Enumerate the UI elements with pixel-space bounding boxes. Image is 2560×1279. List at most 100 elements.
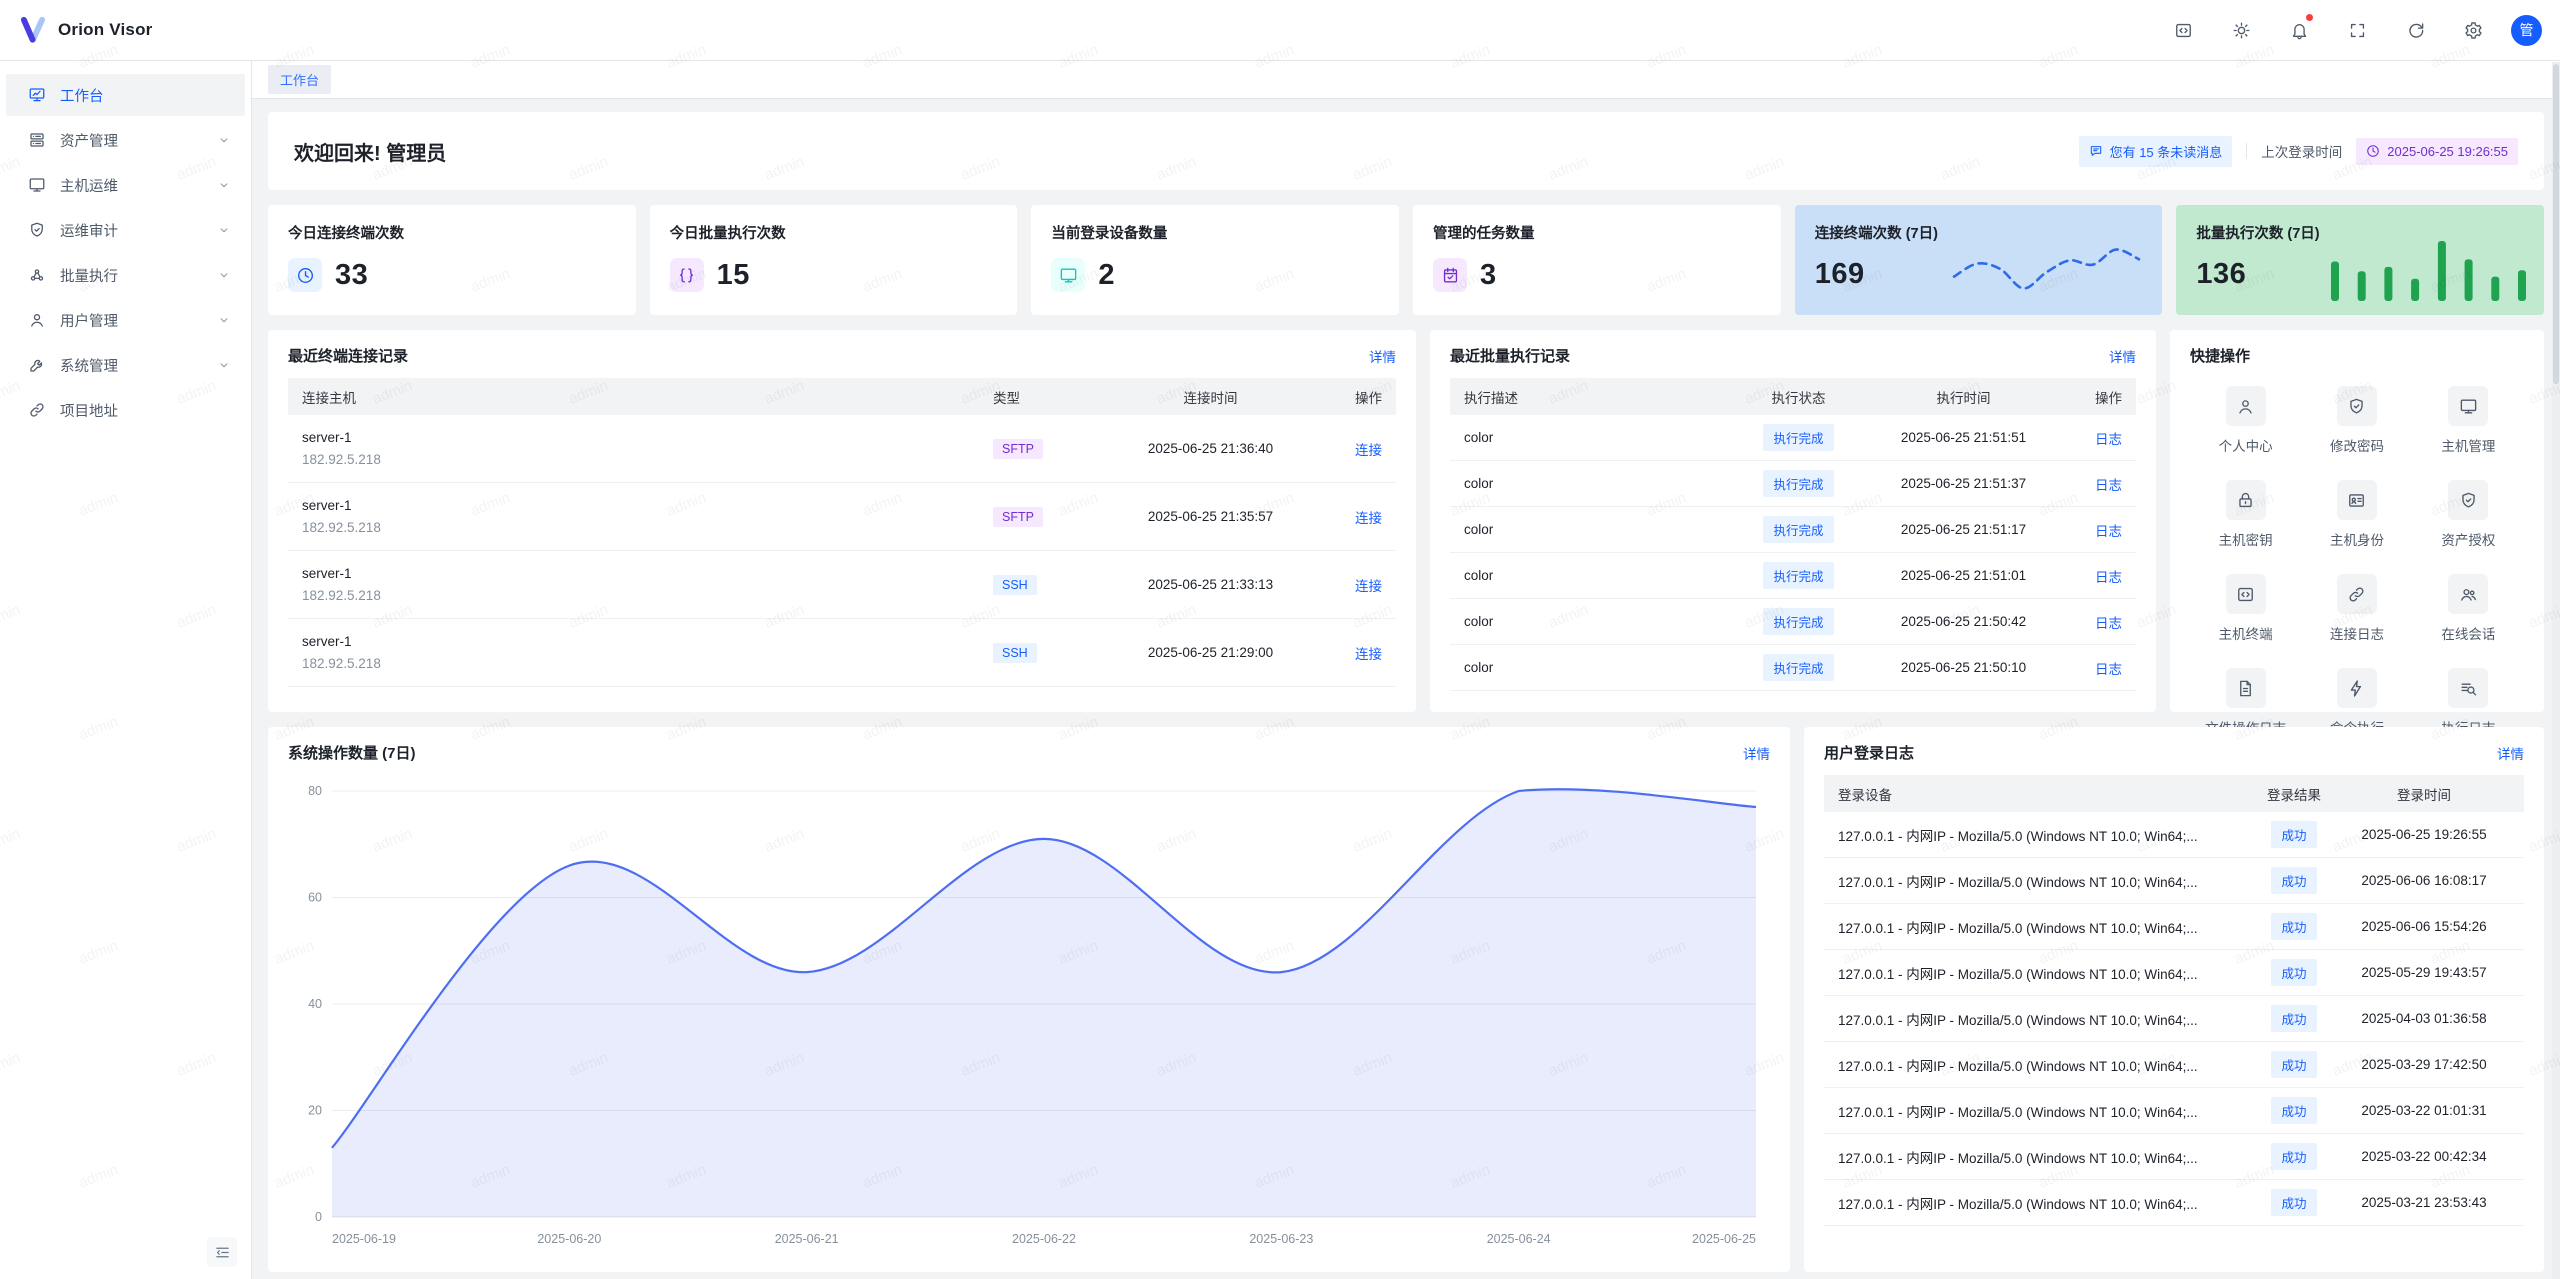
sidebar-item-工作台[interactable]: 工作台 bbox=[6, 74, 245, 116]
stat-card-连接终端次数 (7日): 连接终端次数 (7日) 169 bbox=[1794, 205, 2163, 315]
exec-time: 2025-06-25 21:51:37 bbox=[1900, 476, 2027, 491]
log-link[interactable]: 日志 bbox=[2095, 477, 2122, 493]
log-link[interactable]: 日志 bbox=[2095, 615, 2122, 631]
host-name: server-1 bbox=[302, 566, 352, 581]
quick-actions-card: 快捷操作 个人中心 修改密码 主机管理 主机密钥 主机身份 资产授权 主机终端 … bbox=[2170, 330, 2544, 736]
user-avatar[interactable]: 管 bbox=[2511, 14, 2542, 46]
quick-action-修改密码[interactable]: 修改密码 bbox=[2301, 386, 2412, 455]
code-square-icon bbox=[2225, 574, 2266, 614]
log-link[interactable]: 日志 bbox=[2095, 569, 2122, 585]
quick-action-主机管理[interactable]: 主机管理 bbox=[2413, 386, 2524, 455]
user-login-log-card: 用户登录日志 详情 登录设备 登录结果 登录时间 127.0.0.1 - 内网IP … bbox=[1804, 727, 2544, 1272]
stat-card-今日连接终端次数: 今日连接终端次数 33 bbox=[268, 205, 636, 315]
file-doc-icon bbox=[2225, 668, 2266, 708]
quick-action-在线会话[interactable]: 在线会话 bbox=[2413, 574, 2524, 643]
stat-card-管理的任务数量: 管理的任务数量 3 bbox=[1413, 205, 1781, 315]
quick-action-连接日志[interactable]: 连接日志 bbox=[2301, 574, 2412, 643]
login-log-row: 127.0.0.1 - 内网IP - Mozilla/5.0 (Windows … bbox=[1824, 1180, 2524, 1226]
unread-messages-badge[interactable]: 您有 15 条未读消息 bbox=[2078, 135, 2233, 167]
chart-detail-link[interactable]: 详情 bbox=[1743, 746, 1770, 762]
login-device: 127.0.0.1 - 内网IP - Mozilla/5.0 (Windows … bbox=[1838, 1196, 2198, 1212]
page-scrollbar[interactable] bbox=[2552, 62, 2560, 1279]
column-header: 连接时间 bbox=[1183, 390, 1238, 406]
sidebar-item-资产管理[interactable]: 资产管理 bbox=[6, 119, 245, 161]
batch-exec-row: color 执行完成 2025-06-25 21:51:01 日志 bbox=[1450, 553, 2136, 599]
stat-value: 15 bbox=[716, 258, 750, 291]
sidebar-item-批量执行[interactable]: 批量执行 bbox=[6, 254, 245, 296]
log-link[interactable]: 日志 bbox=[2095, 661, 2122, 677]
main-content: 工作台 欢迎回来! 管理员 您有 15 条未读消息 上次登录时间 2025-06… bbox=[252, 61, 2560, 1279]
sidebar-item-项目地址[interactable]: 项目地址 bbox=[6, 389, 245, 431]
terminal-detail-link[interactable]: 详情 bbox=[1369, 349, 1396, 365]
user-icon bbox=[28, 311, 46, 329]
chevron-down-icon bbox=[217, 313, 231, 327]
login-device: 127.0.0.1 - 内网IP - Mozilla/5.0 (Windows … bbox=[1838, 1104, 2198, 1120]
fullscreen-button[interactable] bbox=[2341, 14, 2373, 46]
svg-text:2025-06-24: 2025-06-24 bbox=[1487, 1232, 1551, 1246]
connect-link[interactable]: 连接 bbox=[1355, 578, 1382, 594]
task-icon bbox=[1433, 258, 1468, 292]
chevron-down-icon bbox=[217, 223, 231, 237]
batch-exec-row: color 执行完成 2025-06-25 21:50:10 日志 bbox=[1450, 645, 2136, 691]
login-device: 127.0.0.1 - 内网IP - Mozilla/5.0 (Windows … bbox=[1838, 1150, 2198, 1166]
app-name: Orion Visor bbox=[58, 20, 153, 39]
batch-detail-link[interactable]: 详情 bbox=[2109, 349, 2136, 365]
login-device: 127.0.0.1 - 内网IP - Mozilla/5.0 (Windows … bbox=[1838, 874, 2198, 890]
exec-time: 2025-06-25 21:51:17 bbox=[1900, 522, 2027, 537]
link-icon bbox=[2336, 574, 2377, 614]
header-actions bbox=[2167, 14, 2489, 46]
log-link[interactable]: 日志 bbox=[2095, 523, 2122, 539]
quick-action-主机身份[interactable]: 主机身份 bbox=[2301, 480, 2412, 549]
log-link[interactable]: 日志 bbox=[2095, 431, 2122, 447]
terminal-connection-row: server-1 182.92.5.218 SFTP 2025-06-25 21… bbox=[288, 483, 1396, 551]
login-detail-link[interactable]: 详情 bbox=[2497, 746, 2524, 762]
sidebar-item-系统管理[interactable]: 系统管理 bbox=[6, 344, 245, 386]
terminal-connection-row: server-1 182.92.5.218 SSH 2025-06-25 21:… bbox=[288, 619, 1396, 687]
stat-value: 2 bbox=[1098, 258, 1115, 291]
card-title: 最近终端连接记录 bbox=[288, 348, 409, 365]
sidebar-item-label: 工作台 bbox=[60, 88, 104, 105]
column-header: 操作 bbox=[1355, 390, 1382, 406]
stat-label: 当前登录设备数量 bbox=[1051, 226, 1168, 242]
login-time: 2025-06-06 15:54:26 bbox=[2361, 919, 2487, 934]
login-result-badge: 成功 bbox=[2271, 959, 2317, 986]
theme-toggle-button[interactable] bbox=[2225, 14, 2257, 46]
host-name: server-1 bbox=[302, 498, 352, 513]
notifications-button[interactable] bbox=[2283, 14, 2315, 46]
sidebar-item-主机运维[interactable]: 主机运维 bbox=[6, 164, 245, 206]
exec-time: 2025-06-25 21:50:10 bbox=[1900, 660, 2027, 675]
column-header: 登录时间 bbox=[2397, 787, 2451, 803]
scrollbar-thumb[interactable] bbox=[2553, 64, 2559, 384]
settings-button[interactable] bbox=[2457, 14, 2489, 46]
host-ip: 182.92.5.218 bbox=[302, 588, 381, 603]
login-result-badge: 成功 bbox=[2271, 1143, 2317, 1170]
sidebar-collapse-button[interactable] bbox=[207, 1237, 237, 1267]
sidebar-item-label: 项目地址 bbox=[60, 403, 118, 420]
connect-link[interactable]: 连接 bbox=[1355, 510, 1382, 526]
refresh-button[interactable] bbox=[2399, 14, 2431, 46]
api-docs-button[interactable] bbox=[2167, 14, 2199, 46]
quick-action-label: 主机密钥 bbox=[2218, 533, 2273, 548]
login-time: 2025-06-06 16:08:17 bbox=[2361, 873, 2487, 888]
column-header: 执行时间 bbox=[1936, 390, 1991, 406]
quick-action-主机终端[interactable]: 主机终端 bbox=[2190, 574, 2301, 643]
quick-action-个人中心[interactable]: 个人中心 bbox=[2190, 386, 2301, 455]
connect-link[interactable]: 连接 bbox=[1355, 646, 1382, 662]
quick-action-资产授权[interactable]: 资产授权 bbox=[2413, 480, 2524, 549]
column-header: 操作 bbox=[2095, 390, 2122, 406]
sidebar-item-运维审计[interactable]: 运维审计 bbox=[6, 209, 245, 251]
login-result-badge: 成功 bbox=[2271, 1097, 2317, 1124]
login-log-row: 127.0.0.1 - 内网IP - Mozilla/5.0 (Windows … bbox=[1824, 1042, 2524, 1088]
column-header: 执行描述 bbox=[1464, 390, 1518, 406]
sidebar-item-label: 主机运维 bbox=[60, 178, 118, 195]
stat-card-今日批量执行次数: 今日批量执行次数 15 bbox=[649, 205, 1018, 315]
shield-check-icon bbox=[2448, 480, 2489, 520]
notification-dot bbox=[2306, 14, 2313, 21]
exec-status-badge: 执行完成 bbox=[1763, 516, 1834, 543]
breadcrumb-item-workbench[interactable]: 工作台 bbox=[268, 65, 332, 94]
connect-link[interactable]: 连接 bbox=[1355, 442, 1382, 458]
monitor-icon bbox=[1051, 258, 1086, 292]
quick-action-主机密钥[interactable]: 主机密钥 bbox=[2190, 480, 2301, 549]
fullscreen-icon bbox=[2348, 21, 2367, 40]
sidebar-item-用户管理[interactable]: 用户管理 bbox=[6, 299, 245, 341]
